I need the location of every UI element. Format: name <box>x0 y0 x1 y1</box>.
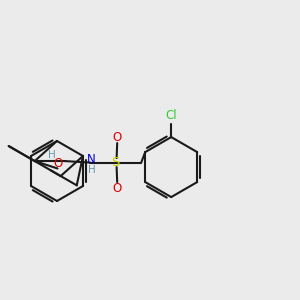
Text: O: O <box>112 130 122 144</box>
Text: S: S <box>112 156 120 169</box>
Text: H: H <box>88 165 96 175</box>
Text: O: O <box>112 182 122 195</box>
Text: Cl: Cl <box>165 109 177 122</box>
Text: O: O <box>53 158 62 170</box>
Text: N: N <box>87 153 96 166</box>
Text: H: H <box>48 150 56 160</box>
